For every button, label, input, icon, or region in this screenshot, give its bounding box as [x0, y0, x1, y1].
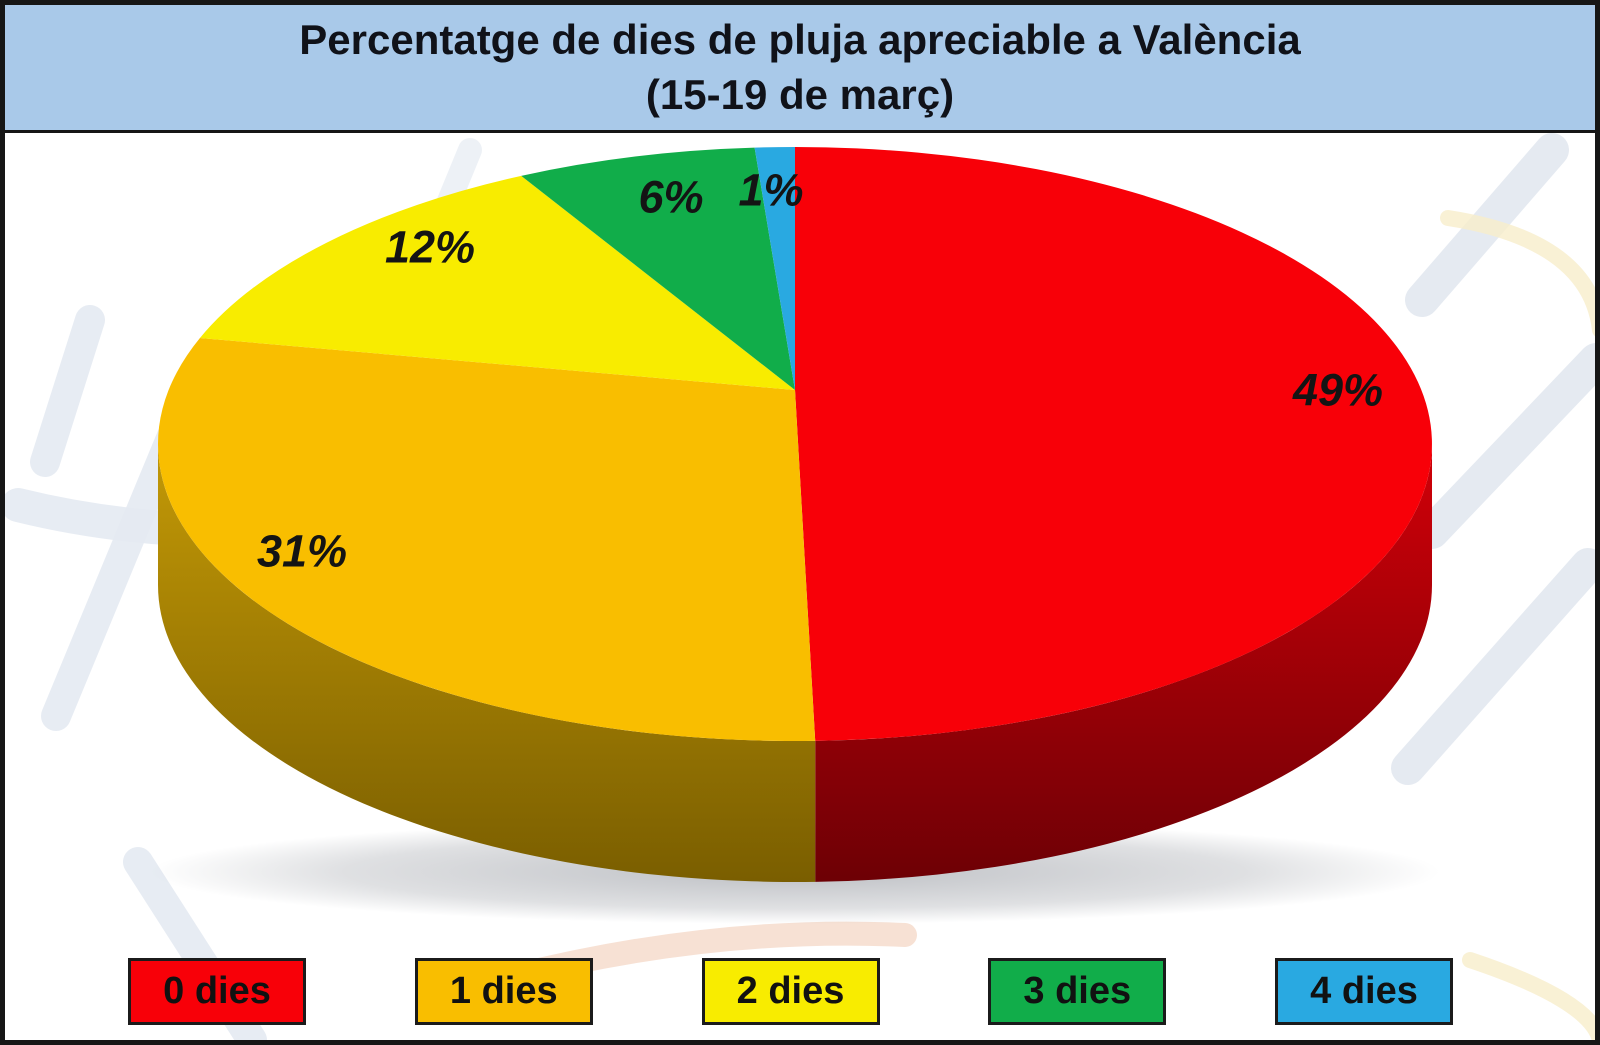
pie-label-3-dies: 6% — [638, 172, 703, 223]
legend-item-label: 2 dies — [736, 970, 845, 1012]
pie-label-0-dies: 49% — [1292, 365, 1383, 416]
watermark-stroke — [1462, 952, 1595, 1040]
watermark-stroke — [1440, 210, 1595, 337]
pie-slice-4-dies — [754, 147, 795, 390]
legend-item-label: 4 dies — [1310, 970, 1418, 1012]
page-title-line1: Percentatge de dies de pluja apreciable … — [299, 16, 1301, 63]
legend-item-2-dies: 2 dies — [701, 958, 880, 1025]
watermark-stroke — [30, 305, 105, 477]
pie-label-1-dies: 31% — [257, 526, 347, 577]
chart-legend: 0 dies 1 dies 2 dies 3 dies 4 dies — [128, 958, 1453, 1025]
pie-slice-side-1-dies — [158, 444, 816, 882]
watermark-stroke — [41, 421, 187, 731]
watermark-stroke — [1391, 548, 1595, 785]
chart-title-bar: Percentatge de dies de pluja apreciable … — [5, 5, 1595, 133]
legend-item-3-dies: 3 dies — [988, 958, 1167, 1025]
pie-slice-3-dies — [521, 147, 795, 390]
pie-chart-svg: 49% 31% 12% 6% 1% — [5, 133, 1595, 1040]
pie-slice-1-dies — [157, 338, 816, 741]
pie-slice-0-dies — [795, 147, 1432, 741]
pie-label-2-dies: 12% — [385, 222, 475, 273]
page-title-line2: (15-19 de març) — [645, 70, 955, 118]
legend-item-0-dies: 0 dies — [128, 958, 306, 1025]
page-title: Percentatge de dies de pluja apreciable … — [5, 13, 1595, 122]
pie-slice-2-dies — [199, 175, 795, 390]
legend-item-4-dies: 4 dies — [1275, 958, 1453, 1025]
legend-item-1-dies: 1 dies — [414, 958, 593, 1025]
pie-label-4-dies: 1% — [738, 165, 803, 216]
legend-item-label: 1 dies — [449, 970, 558, 1012]
legend-item-label: 0 dies — [163, 970, 271, 1012]
pie-slice-side-0-dies — [815, 444, 1433, 882]
pie-chart-area: 49% 31% 12% 6% 1% — [5, 5, 1595, 1040]
watermark-stroke — [1415, 343, 1595, 549]
legend-item-label: 3 dies — [1023, 970, 1132, 1012]
